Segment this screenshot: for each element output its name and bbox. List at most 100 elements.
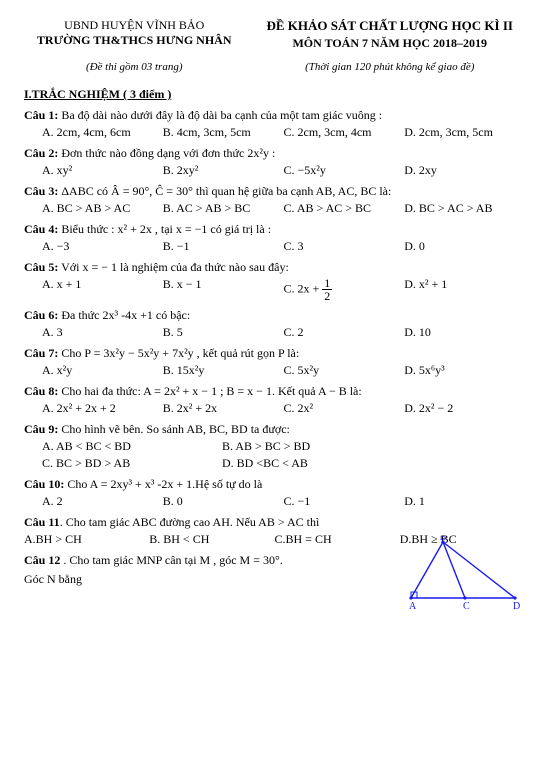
question-10: Câu 10: Cho A = 2xy³ + x³ -2x + 1.Hệ số … xyxy=(24,477,525,492)
q7-text: Cho P = 3x²y − 5x²y + 7x²y , kết quả rút… xyxy=(58,346,299,360)
q3-text: ΔABC có Â = 90°, Ĉ = 30° thì quan hệ giữ… xyxy=(58,184,391,198)
q4-a: A. −3 xyxy=(42,239,163,254)
q9-options-2: C. BC > BD > AB D. BD <BC < AB xyxy=(42,456,402,471)
question-9: Câu 9: Cho hình vẽ bên. So sánh AB, BC, … xyxy=(24,422,384,437)
q1-options: A. 2cm, 4cm, 6cm B. 4cm, 3cm, 5cm C. 2cm… xyxy=(42,125,525,140)
duration: (Thời gian 120 phút không kể giao đề) xyxy=(254,61,525,73)
question-5: Câu 5: Với x = − 1 là nghiệm của đa thức… xyxy=(24,260,525,275)
q2-a: A. xy² xyxy=(42,163,163,178)
q11-c: C.BH = CH xyxy=(275,532,400,547)
q5-c: C. 2x + 12 xyxy=(284,277,405,302)
q9-c: C. BC > BD > AB xyxy=(42,456,222,471)
q11-label: Câu 11 xyxy=(24,515,60,529)
exam-subject: MÔN TOÁN 7 NĂM HỌC 2018–2019 xyxy=(254,36,525,51)
q9-text: Cho hình vẽ bên. So sánh AB, BC, BD ta đ… xyxy=(58,422,290,436)
q10-label: Câu 10: xyxy=(24,477,64,491)
vertex-a: A xyxy=(409,601,417,612)
q8-label: Câu 8: xyxy=(24,384,58,398)
section-title: I.TRẮC NGHIỆM ( 3 điểm ) xyxy=(24,87,525,102)
q8-b: B. 2x² + 2x xyxy=(163,401,284,416)
school-name: TRƯỜNG TH&THCS HƯNG NHÂN xyxy=(24,33,244,48)
q4-label: Câu 4: xyxy=(24,222,58,236)
q8-d: D. 2x² − 2 xyxy=(404,401,525,416)
q4-options: A. −3 B. −1 C. 3 D. 0 xyxy=(42,239,525,254)
q2-b: B. 2xy² xyxy=(163,163,284,178)
vertex-b: B xyxy=(440,536,447,543)
q9-label: Câu 9: xyxy=(24,422,58,436)
question-2: Câu 2: Đơn thức nào đồng dạng với đơn th… xyxy=(24,146,525,161)
vertex-c: C xyxy=(463,601,470,612)
q3-c: C. AB > AC > BC xyxy=(284,201,405,216)
q1-c: C. 2cm, 3cm, 4cm xyxy=(284,125,405,140)
q11-a: A.BH > CH xyxy=(24,532,149,547)
q8-options: A. 2x² + 2x + 2 B. 2x² + 2x C. 2x² D. 2x… xyxy=(42,401,525,416)
q7-d: D. 5x⁶y³ xyxy=(404,363,525,378)
q5-a: A. x + 1 xyxy=(42,277,163,302)
q8-a: A. 2x² + 2x + 2 xyxy=(42,401,163,416)
q1-d: D. 2cm, 3cm, 5cm xyxy=(404,125,525,140)
q4-text: Biểu thức : x² + 2x , tại x = −1 có giá … xyxy=(58,222,271,236)
q10-text: Cho A = 2xy³ + x³ -2x + 1.Hệ số tự do là xyxy=(64,477,262,491)
q6-a: A. 3 xyxy=(42,325,163,340)
q7-label: Câu 7: xyxy=(24,346,58,360)
q10-options: A. 2 B. 0 C. −1 D. 1 xyxy=(42,494,525,509)
q7-options: A. x²y B. 15x²y C. 5x²y D. 5x⁶y³ xyxy=(42,363,525,378)
q1-text: Ba độ dài nào dưới đây là độ dài ba cạnh… xyxy=(58,108,382,122)
q1-label: Câu 1: xyxy=(24,108,58,122)
triangle-icon: B A C D xyxy=(403,536,523,614)
q3-label: Câu 3: xyxy=(24,184,58,198)
q2-label: Câu 2: xyxy=(24,146,58,160)
org-line: UBND HUYỆN VĨNH BẢO xyxy=(24,18,244,33)
question-4: Câu 4: Biểu thức : x² + 2x , tại x = −1 … xyxy=(24,222,525,237)
fraction-icon: 12 xyxy=(322,277,332,302)
q12-text: . Cho tam giác MNP cân tại M , góc M = 3… xyxy=(60,553,282,567)
q5-c-pre: C. 2x + xyxy=(284,281,323,295)
q6-options: A. 3 B. 5 C. 2 D. 10 xyxy=(42,325,525,340)
q2-text: Đơn thức nào đồng dạng với đơn thức 2x²y… xyxy=(58,146,275,160)
q7-a: A. x²y xyxy=(42,363,163,378)
q4-d: D. 0 xyxy=(404,239,525,254)
header: UBND HUYỆN VĨNH BẢO TRƯỜNG TH&THCS HƯNG … xyxy=(24,18,525,51)
q12-label: Câu 12 xyxy=(24,553,60,567)
q3-d: D. BC > AC > AB xyxy=(404,201,525,216)
q3-b: B. AC > AB > BC xyxy=(163,201,284,216)
q5-d: D. x² + 1 xyxy=(404,277,525,302)
question-11: Câu 11. Cho tam giác ABC đường cao AH. N… xyxy=(24,515,525,530)
question-8: Câu 8: Cho hai đa thức: A = 2x² + x − 1 … xyxy=(24,384,525,399)
q4-c: C. 3 xyxy=(284,239,405,254)
q10-c: C. −1 xyxy=(284,494,405,509)
q6-d: D. 10 xyxy=(404,325,525,340)
q9-options-1: A. AB < BC < BD B. AB > BC > BD xyxy=(42,439,402,454)
exam-title: ĐỀ KHẢO SÁT CHẤT LƯỢNG HỌC KÌ II xyxy=(254,18,525,34)
header-left: UBND HUYỆN VĨNH BẢO TRƯỜNG TH&THCS HƯNG … xyxy=(24,18,244,51)
header-right: ĐỀ KHẢO SÁT CHẤT LƯỢNG HỌC KÌ II MÔN TOÁ… xyxy=(254,18,525,51)
q10-b: B. 0 xyxy=(163,494,284,509)
q8-text: Cho hai đa thức: A = 2x² + x − 1 ; B = x… xyxy=(58,384,361,398)
q1-a: A. 2cm, 4cm, 6cm xyxy=(42,125,163,140)
q7-c: C. 5x²y xyxy=(284,363,405,378)
q9-a: A. AB < BC < BD xyxy=(42,439,222,454)
triangle-figure: B A C D xyxy=(403,536,523,614)
q6-label: Câu 6: xyxy=(24,308,58,322)
q10-a: A. 2 xyxy=(42,494,163,509)
q2-options: A. xy² B. 2xy² C. −5x²y D. 2xy xyxy=(42,163,525,178)
question-3: Câu 3: ΔABC có Â = 90°, Ĉ = 30° thì quan… xyxy=(24,184,525,199)
q11-b: B. BH < CH xyxy=(149,532,274,547)
q6-text: Đa thức 2x³ -4x +1 có bậc: xyxy=(58,308,190,322)
question-6: Câu 6: Đa thức 2x³ -4x +1 có bậc: xyxy=(24,308,525,323)
q7-b: B. 15x²y xyxy=(163,363,284,378)
q5-b: B. x − 1 xyxy=(163,277,284,302)
q3-options: A. BC > AB > AC B. AC > AB > BC C. AB > … xyxy=(42,201,525,216)
q9-b: B. AB > BC > BD xyxy=(222,439,402,454)
q5-text: Với x = − 1 là nghiệm của đa thức nào sa… xyxy=(58,260,288,274)
q8-c: C. 2x² xyxy=(284,401,405,416)
question-7: Câu 7: Cho P = 3x²y − 5x²y + 7x²y , kết … xyxy=(24,346,525,361)
q10-d: D. 1 xyxy=(404,494,525,509)
q1-b: B. 4cm, 3cm, 5cm xyxy=(163,125,284,140)
q9-d: D. BD <BC < AB xyxy=(222,456,402,471)
q5-label: Câu 5: xyxy=(24,260,58,274)
q3-a: A. BC > AB > AC xyxy=(42,201,163,216)
q2-d: D. 2xy xyxy=(404,163,525,178)
q4-b: B. −1 xyxy=(163,239,284,254)
q6-b: B. 5 xyxy=(163,325,284,340)
